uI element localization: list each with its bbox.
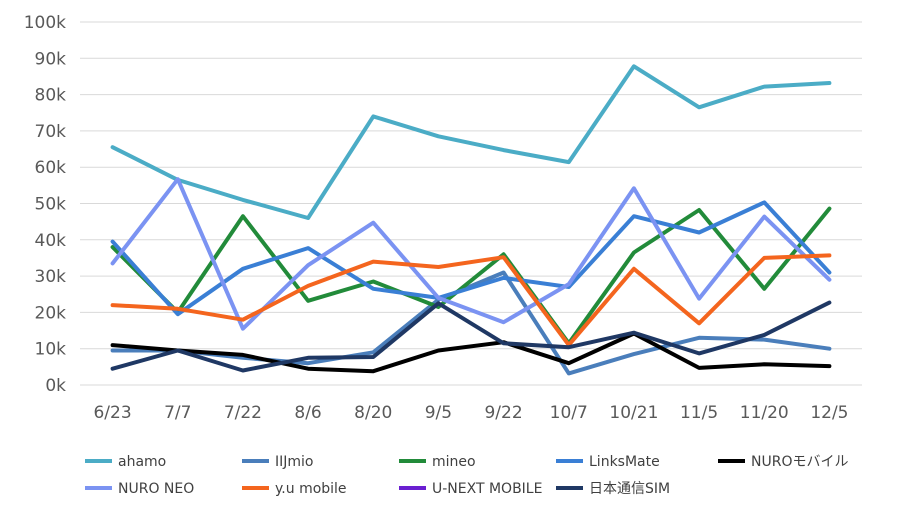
y-tick-label: 50k xyxy=(35,195,67,215)
y-tick-label: 80k xyxy=(35,86,67,106)
x-tick-label: 7/7 xyxy=(164,403,191,423)
series-line xyxy=(110,206,832,346)
legend-label: U-NEXT MOBILE xyxy=(432,481,542,497)
x-tick-label: 8/6 xyxy=(294,403,321,423)
legend-label: ahamo xyxy=(118,454,166,470)
y-tick-label: 30k xyxy=(35,267,67,287)
series-line xyxy=(110,200,832,317)
series-NURO NEO xyxy=(110,177,832,331)
x-tick-label: 11/5 xyxy=(680,403,718,423)
legend-label: y.u mobile xyxy=(275,481,347,497)
y-tick-label: 10k xyxy=(35,340,67,360)
legend-item: mineo xyxy=(399,454,476,470)
x-axis-ticks: 6/23 7/7 7/22 8/6 8/20 9/5 9/22 10/7 10/21 11/5 11… xyxy=(93,403,848,423)
legend-item: 日本通信SIM xyxy=(556,481,670,497)
y-tick-label: 40k xyxy=(35,231,67,251)
series-layer xyxy=(110,64,832,376)
y-tick-label: 90k xyxy=(35,49,67,69)
series-line xyxy=(110,177,832,331)
legend-label: LinksMate xyxy=(589,454,660,470)
series-y.u mobile xyxy=(110,253,832,348)
legend-label: NUROモバイル xyxy=(751,454,848,470)
grid-layer xyxy=(80,21,862,386)
legend-item: LinksMate xyxy=(556,454,660,470)
legend-item: y.u mobile xyxy=(242,481,347,497)
legend-label: NURO NEO xyxy=(118,481,194,497)
legend: ahamo IIJmio mineo LinksMate NUROモバイル NURO NE… xyxy=(85,454,848,497)
series-line xyxy=(110,64,832,220)
x-tick-label: 8/20 xyxy=(354,403,392,423)
y-tick-label: 20k xyxy=(35,303,67,323)
series-日本通信SIM xyxy=(110,300,832,373)
y-tick-label: 0k xyxy=(45,376,66,396)
y-tick-label: 60k xyxy=(35,158,67,178)
x-tick-label: 9/22 xyxy=(484,403,522,423)
x-tick-label: 11/20 xyxy=(740,403,789,423)
legend-label: IIJmio xyxy=(275,454,313,470)
x-tick-label: 12/5 xyxy=(810,403,848,423)
y-tick-label: 70k xyxy=(35,122,67,142)
x-tick-label: 7/22 xyxy=(224,403,262,423)
legend-item: NURO NEO xyxy=(85,481,194,497)
x-tick-label: 9/5 xyxy=(425,403,452,423)
x-tick-label: 6/23 xyxy=(93,403,131,423)
legend-label: 日本通信SIM xyxy=(589,481,670,497)
series-line xyxy=(110,331,832,374)
y-tick-label: 100k xyxy=(24,13,66,33)
x-tick-label: 10/7 xyxy=(550,403,588,423)
x-tick-label: 10/21 xyxy=(609,403,658,423)
series-ahamo xyxy=(110,64,832,220)
legend-label: mineo xyxy=(432,454,476,470)
series-line xyxy=(110,300,832,373)
legend-item: NUROモバイル xyxy=(718,454,848,470)
legend-item: ahamo xyxy=(85,454,166,470)
legend-item: U-NEXT MOBILE xyxy=(399,481,542,497)
series-LinksMate xyxy=(110,200,832,317)
series-line xyxy=(110,253,832,348)
y-axis-ticks: 0k 10k 20k 30k 40k 50k 60k 70k 80k 90k 100k xyxy=(24,13,66,396)
legend-item: IIJmio xyxy=(242,454,313,470)
